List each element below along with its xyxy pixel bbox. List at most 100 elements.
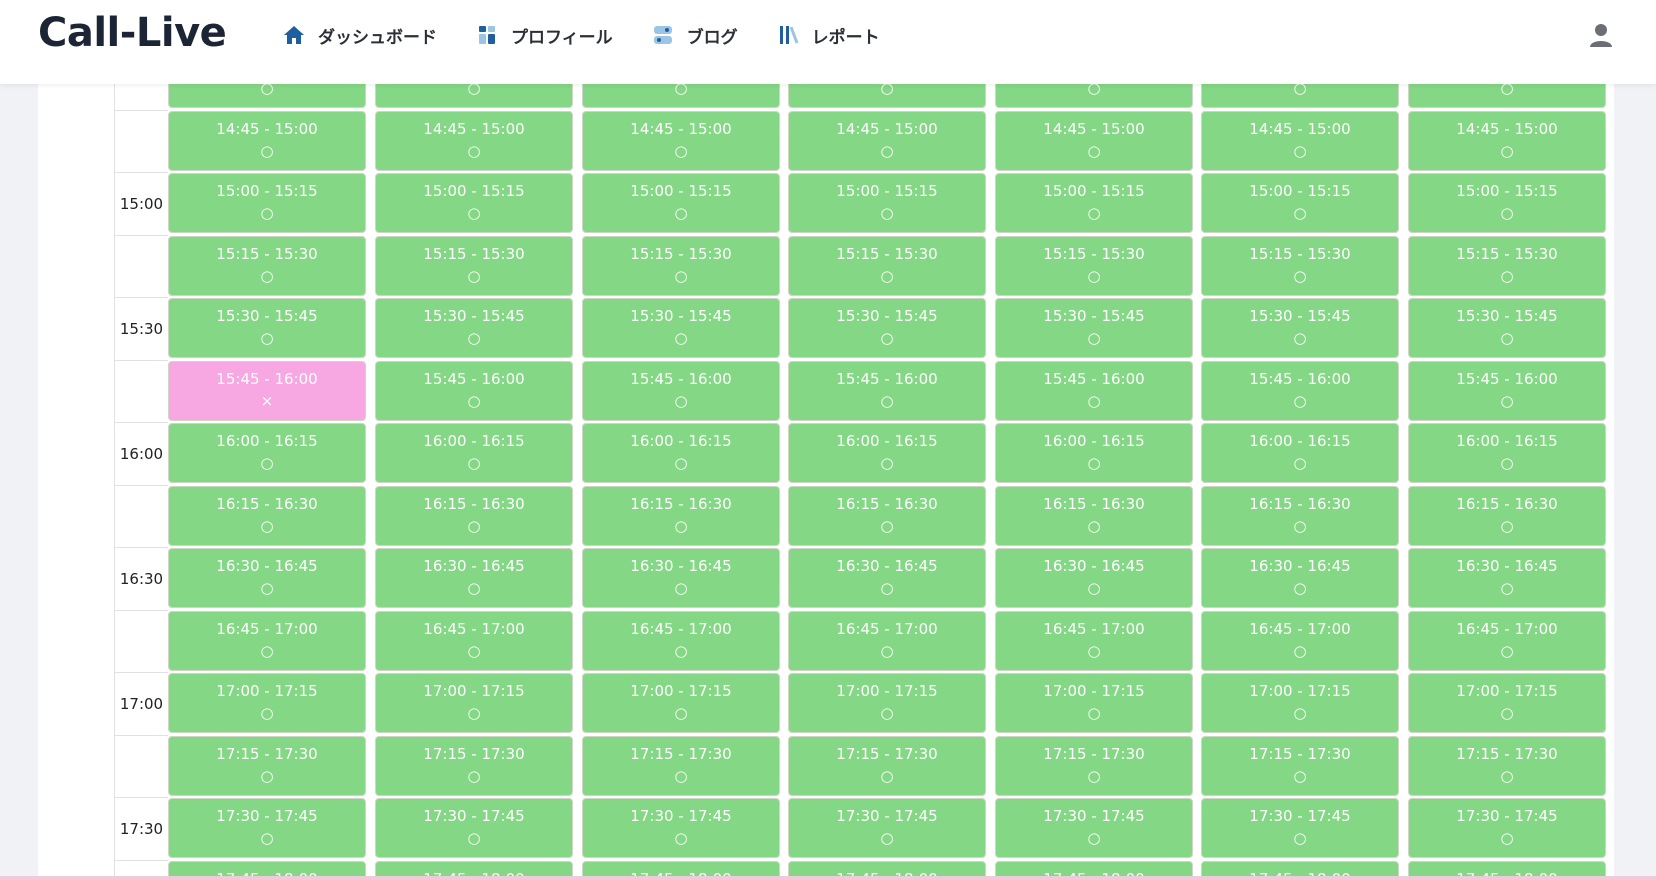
time-slot[interactable]: 15:45 - 16:00 ○	[995, 360, 1193, 421]
time-slot[interactable]: 17:00 - 17:15 ○	[1201, 673, 1399, 733]
time-slot[interactable]: 14:45 - 15:00 ○	[1201, 110, 1399, 171]
time-slot[interactable]: 16:30 - 16:45 ○	[168, 548, 366, 608]
nav-item-report[interactable]: レポート	[776, 23, 880, 48]
time-slot[interactable]: 15:30 - 15:45 ○	[168, 298, 366, 358]
time-slot[interactable]: 17:15 - 17:30 ○	[375, 735, 573, 796]
time-slot[interactable]: 14:45 - 15:00 ○	[582, 110, 780, 171]
time-slot[interactable]: 15:30 - 15:45 ○	[1408, 298, 1606, 358]
time-slot[interactable]: 16:00 - 16:15 ○	[582, 423, 780, 483]
time-slot[interactable]: 15:15 - 15:30 ○	[375, 235, 573, 296]
time-slot[interactable]: 16:00 - 16:15 ○	[375, 423, 573, 483]
time-slot[interactable]: 16:45 - 17:00 ○	[995, 610, 1193, 671]
time-slot[interactable]: 17:00 - 17:15 ○	[995, 673, 1193, 733]
time-slot[interactable]: 17:45 - 18:00○	[582, 860, 780, 880]
time-slot[interactable]: 16:45 - 17:00 ○	[168, 610, 366, 671]
time-slot[interactable]: 15:30 - 15:45 ○	[582, 298, 780, 358]
time-slot[interactable]: 17:00 - 17:15 ○	[168, 673, 366, 733]
time-slot[interactable]: 15:15 - 15:30 ○	[168, 235, 366, 296]
time-slot[interactable]: 17:45 - 18:00○	[1408, 860, 1606, 880]
time-slot[interactable]: 16:15 - 16:30 ○	[1408, 485, 1606, 546]
user-icon[interactable]	[1588, 22, 1614, 48]
time-slot[interactable]: 15:15 - 15:30 ○	[788, 235, 986, 296]
time-slot-booked[interactable]: 15:45 - 16:00 ×	[168, 360, 366, 421]
time-slot[interactable]: 17:30 - 17:45 ○	[375, 798, 573, 858]
time-slot[interactable]: 17:30 - 17:45 ○	[168, 798, 366, 858]
time-slot[interactable]: 15:00 - 15:15 ○	[1408, 173, 1606, 233]
time-slot[interactable]: 17:00 - 17:15 ○	[788, 673, 986, 733]
time-slot[interactable]: 17:15 - 17:30 ○	[1408, 735, 1606, 796]
time-slot[interactable]: 14:45 - 15:00 ○	[1408, 110, 1606, 171]
time-slot[interactable]: 16:30 - 16:45 ○	[1408, 548, 1606, 608]
time-slot[interactable]: 16:45 - 17:00 ○	[1201, 610, 1399, 671]
time-slot[interactable]: 15:00 - 15:15 ○	[168, 173, 366, 233]
time-slot[interactable]: 15:30 - 15:45 ○	[995, 298, 1193, 358]
time-slot[interactable]: 17:00 - 17:15 ○	[375, 673, 573, 733]
time-slot[interactable]: 17:30 - 17:45 ○	[1408, 798, 1606, 858]
time-slot[interactable]: 14:45 - 15:00 ○	[788, 110, 986, 171]
time-slot[interactable]: 15:00 - 15:15 ○	[995, 173, 1193, 233]
time-slot[interactable]: 16:45 - 17:00 ○	[1408, 610, 1606, 671]
time-slot[interactable]: 17:30 - 17:45 ○	[788, 798, 986, 858]
nav-item-profile[interactable]: プロフィール	[475, 23, 613, 48]
time-slot[interactable]: 15:45 - 16:00 ○	[788, 360, 986, 421]
time-slot[interactable]: 15:00 - 15:15 ○	[375, 173, 573, 233]
time-slot[interactable]: 17:00 - 17:15 ○	[1408, 673, 1606, 733]
time-slot[interactable]: 16:15 - 16:30 ○	[168, 485, 366, 546]
time-slot[interactable]: 16:30 - 16:45 ○	[995, 548, 1193, 608]
time-slot[interactable]: 16:30 - 16:45 ○	[1201, 548, 1399, 608]
time-slot[interactable]: 17:45 - 18:00○	[1201, 860, 1399, 880]
time-slot[interactable]: 15:15 - 15:30 ○	[1201, 235, 1399, 296]
time-slot[interactable]: 16:30 - 16:45 ○	[375, 548, 573, 608]
app-logo[interactable]: Call-Live	[38, 10, 227, 56]
time-slot[interactable]: 16:00 - 16:15 ○	[1201, 423, 1399, 483]
time-slot[interactable]: 15:30 - 15:45 ○	[1201, 298, 1399, 358]
nav-item-dashboard[interactable]: ダッシュボード	[282, 23, 437, 48]
time-slot[interactable]: 17:00 - 17:15 ○	[582, 673, 780, 733]
time-slot[interactable]: 17:45 - 18:00○	[995, 860, 1193, 880]
time-slot[interactable]: 16:30 - 16:45 ○	[788, 548, 986, 608]
time-slot[interactable]: 16:00 - 16:15 ○	[168, 423, 366, 483]
time-slot[interactable]: 16:15 - 16:30 ○	[995, 485, 1193, 546]
time-slot[interactable]: 15:45 - 16:00 ○	[1408, 360, 1606, 421]
time-slot[interactable]: 15:15 - 15:30 ○	[582, 235, 780, 296]
time-slot[interactable]: 15:45 - 16:00 ○	[375, 360, 573, 421]
time-slot[interactable]: 15:15 - 15:30 ○	[995, 235, 1193, 296]
time-slot[interactable]: 16:15 - 16:30 ○	[788, 485, 986, 546]
time-slot[interactable]: 17:15 - 17:30 ○	[1201, 735, 1399, 796]
time-slot[interactable]: 17:30 - 17:45 ○	[582, 798, 780, 858]
slot-time: 16:30 - 16:45	[1456, 557, 1558, 575]
time-slot[interactable]: 17:15 - 17:30 ○	[168, 735, 366, 796]
time-slot[interactable]: 15:00 - 15:15 ○	[582, 173, 780, 233]
time-slot[interactable]: 16:45 - 17:00 ○	[582, 610, 780, 671]
time-slot[interactable]: 15:45 - 16:00 ○	[1201, 360, 1399, 421]
time-slot[interactable]: 16:15 - 16:30 ○	[582, 485, 780, 546]
time-slot[interactable]: 17:15 - 17:30 ○	[582, 735, 780, 796]
time-slot[interactable]: 17:45 - 18:00○	[788, 860, 986, 880]
time-slot[interactable]: 15:45 - 16:00 ○	[582, 360, 780, 421]
time-slot[interactable]: 14:45 - 15:00 ○	[168, 110, 366, 171]
slot-time: 15:00 - 15:15	[1249, 182, 1351, 200]
time-slot[interactable]: 16:15 - 16:30 ○	[375, 485, 573, 546]
time-slot[interactable]: 17:45 - 18:00○	[375, 860, 573, 880]
time-slot[interactable]: 14:45 - 15:00 ○	[375, 110, 573, 171]
time-slot[interactable]: 15:15 - 15:30 ○	[1408, 235, 1606, 296]
time-slot[interactable]: 17:15 - 17:30 ○	[995, 735, 1193, 796]
time-slot[interactable]: 16:15 - 16:30 ○	[1201, 485, 1399, 546]
time-slot[interactable]: 16:45 - 17:00 ○	[375, 610, 573, 671]
time-slot[interactable]: 16:00 - 16:15 ○	[995, 423, 1193, 483]
time-slot[interactable]: 17:45 - 18:00○	[168, 860, 366, 880]
time-slot[interactable]: 16:45 - 17:00 ○	[788, 610, 986, 671]
time-slot[interactable]: 15:30 - 15:45 ○	[375, 298, 573, 358]
time-slot[interactable]: 17:30 - 17:45 ○	[995, 798, 1193, 858]
time-slot[interactable]: 17:15 - 17:30 ○	[788, 735, 986, 796]
time-slot[interactable]: 14:45 - 15:00 ○	[995, 110, 1193, 171]
time-label	[114, 359, 168, 423]
time-slot[interactable]: 15:00 - 15:15 ○	[1201, 173, 1399, 233]
time-slot[interactable]: 16:30 - 16:45 ○	[582, 548, 780, 608]
time-slot[interactable]: 17:30 - 17:45 ○	[1201, 798, 1399, 858]
time-slot[interactable]: 16:00 - 16:15 ○	[1408, 423, 1606, 483]
time-slot[interactable]: 16:00 - 16:15 ○	[788, 423, 986, 483]
nav-item-blog[interactable]: ブログ	[651, 23, 738, 48]
time-slot[interactable]: 15:00 - 15:15 ○	[788, 173, 986, 233]
time-slot[interactable]: 15:30 - 15:45 ○	[788, 298, 986, 358]
